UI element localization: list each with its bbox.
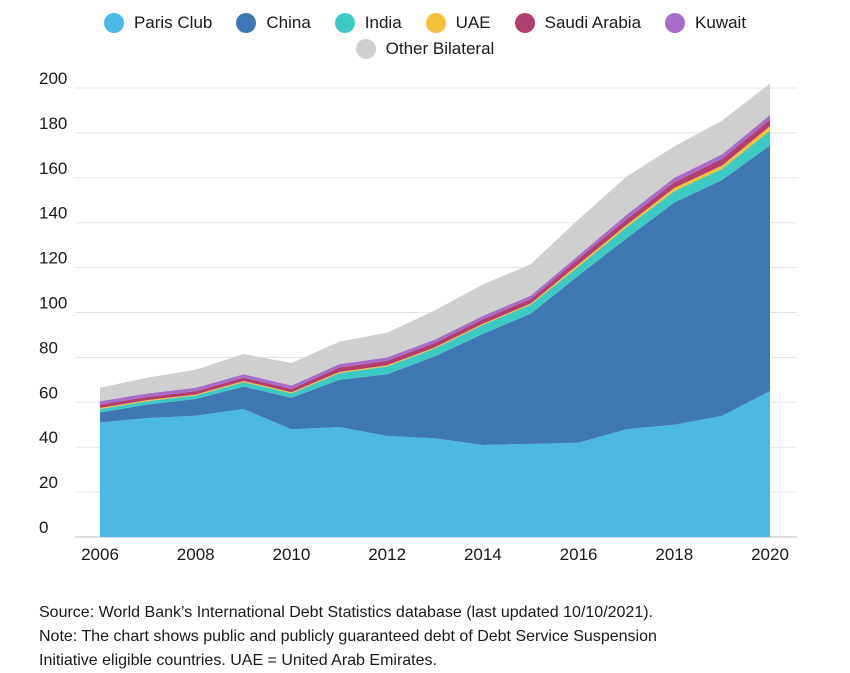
legend-swatch-paris-club: [103, 13, 124, 33]
source-note: Source: World Bank’s International Debt …: [39, 604, 653, 621]
legend-item-uae: UAE: [425, 13, 491, 33]
x-tick-label: 2008: [177, 545, 215, 564]
y-tick-label: 60: [39, 383, 58, 402]
legend-swatch-other-bilateral: [355, 39, 376, 59]
legend-item-india: India: [334, 13, 402, 33]
legend-swatch-saudi-arabia: [514, 13, 535, 33]
x-tick-label: 2016: [560, 545, 598, 564]
legend-label: UAE: [455, 13, 491, 32]
area-other-bilateral: [100, 83, 770, 402]
y-tick-label: 160: [39, 159, 67, 178]
legend-label: Other Bilateral: [385, 39, 495, 58]
legend-swatch-india: [334, 13, 355, 33]
y-tick-label: 180: [39, 114, 67, 133]
y-tick-label: 80: [39, 338, 58, 357]
y-tick-label: 0: [39, 518, 48, 537]
x-tick-label: 2012: [368, 545, 406, 564]
legend-label: Saudi Arabia: [544, 13, 642, 32]
y-tick-label: 120: [39, 249, 67, 268]
chart-note-line-2: Initiative eligible countries. UAE = Uni…: [39, 652, 437, 669]
chart-legend: Paris Club China India UAE Saudi Arabia …: [0, 10, 850, 62]
area-paris-club: [100, 391, 770, 537]
x-tick-label: 2020: [751, 545, 789, 564]
x-tick-label: 2010: [273, 545, 311, 564]
y-tick-label: 200: [39, 69, 67, 88]
area-china: [100, 145, 770, 445]
area-india: [100, 130, 770, 413]
legend-swatch-uae: [425, 13, 446, 33]
legend-label: Paris Club: [133, 13, 213, 32]
chart-note-line-1: Note: The chart shows public and publicl…: [39, 628, 657, 645]
y-tick-label: 40: [39, 428, 58, 447]
x-tick-label: 2018: [655, 545, 693, 564]
x-tick-label: 2006: [81, 545, 119, 564]
legend-swatch-kuwait: [665, 13, 686, 33]
y-tick-label: 140: [39, 204, 67, 223]
stacked-area-chart: 0 20 40 60 80 100 120 140 160 180 200 2006 2008 2010…: [39, 69, 797, 564]
legend-item-kuwait: Kuwait: [665, 13, 746, 33]
x-tick-label: 2014: [464, 545, 502, 564]
legend-item-other-bilateral: Other Bilateral: [355, 39, 495, 59]
legend-label: India: [364, 13, 402, 32]
legend-row-1: Paris Club China India UAE Saudi Arabia …: [0, 10, 850, 36]
x-axis: 2006 2008 2010 2012 2014 2016 2018 2020: [81, 545, 789, 564]
legend-label: China: [266, 13, 311, 32]
area-series: [100, 83, 770, 537]
legend-swatch-china: [236, 13, 257, 33]
y-tick-label: 100: [39, 294, 67, 313]
legend-item-paris-club: Paris Club: [103, 13, 213, 33]
legend-label: Kuwait: [695, 13, 747, 32]
y-axis: 0 20 40 60 80 100 120 140 160 180 200: [39, 69, 67, 537]
chart-footer: Source: World Bank’s International Debt …: [39, 601, 839, 673]
legend-row-2: Other Bilateral: [0, 36, 850, 62]
legend-item-china: China: [236, 13, 311, 33]
legend-item-saudi-arabia: Saudi Arabia: [514, 13, 642, 33]
y-tick-label: 20: [39, 473, 58, 492]
